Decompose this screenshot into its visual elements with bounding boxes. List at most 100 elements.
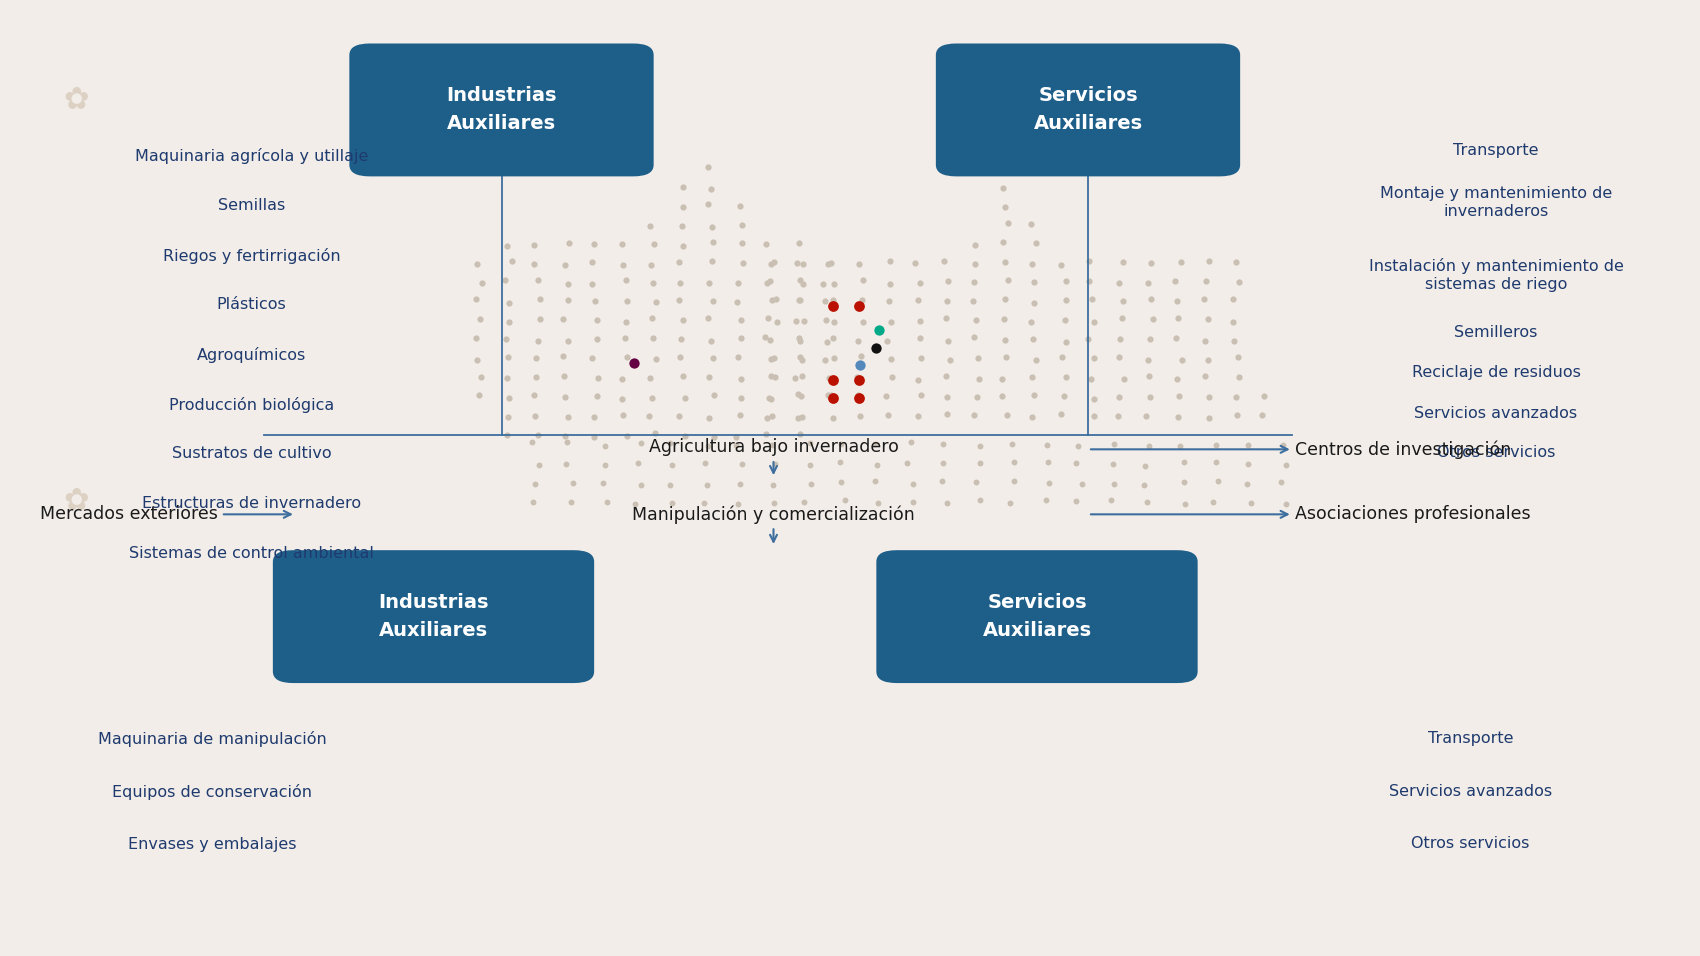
Point (1219, 292, 1246, 307)
Point (762, 292, 789, 307)
Point (785, 235, 813, 250)
Point (819, 298, 847, 314)
Point (1137, 255, 1164, 271)
Point (994, 215, 1022, 230)
Point (729, 235, 756, 250)
Point (787, 350, 814, 365)
Point (1052, 370, 1080, 385)
Point (784, 387, 811, 402)
Point (904, 408, 932, 424)
Point (722, 294, 750, 310)
Point (468, 370, 495, 385)
Text: Producción biológica: Producción biológica (168, 397, 335, 413)
Point (672, 428, 699, 444)
Point (493, 427, 520, 443)
Point (700, 293, 728, 308)
Point (493, 371, 520, 386)
Point (614, 293, 641, 309)
Point (522, 476, 549, 491)
Point (585, 370, 612, 385)
Point (728, 330, 755, 345)
Text: Industrias
Auxiliares: Industrias Auxiliares (377, 593, 490, 641)
Point (522, 351, 549, 366)
Point (666, 276, 694, 292)
Point (609, 391, 636, 406)
Point (643, 294, 670, 310)
Point (627, 435, 654, 450)
Point (552, 428, 580, 444)
Point (862, 340, 889, 356)
Point (728, 313, 755, 328)
Point (580, 236, 607, 251)
Point (728, 217, 755, 232)
Point (624, 455, 651, 470)
Point (520, 494, 547, 510)
Point (1108, 311, 1136, 326)
Point (1110, 371, 1137, 386)
Text: Plásticos: Plásticos (216, 297, 287, 313)
Text: Maquinaria agrícola y utillaje: Maquinaria agrícola y utillaje (134, 148, 369, 164)
Point (877, 276, 904, 292)
Point (551, 257, 578, 272)
Point (666, 350, 694, 365)
Point (1192, 334, 1219, 349)
Point (782, 370, 809, 385)
Text: Industrias
Auxiliares: Industrias Auxiliares (445, 86, 556, 134)
Point (843, 370, 870, 385)
Point (819, 373, 847, 388)
Point (1001, 455, 1028, 470)
Point (782, 314, 809, 329)
Point (639, 390, 666, 405)
Point (877, 352, 904, 367)
Point (756, 391, 784, 406)
Point (1170, 455, 1197, 470)
Point (636, 408, 663, 424)
Point (1081, 408, 1108, 424)
Point (729, 256, 756, 272)
Point (966, 492, 993, 508)
Point (1032, 492, 1059, 508)
Point (1202, 438, 1229, 453)
Point (627, 477, 654, 492)
Point (495, 295, 522, 311)
Point (845, 334, 872, 349)
Point (1052, 293, 1080, 308)
Point (1134, 495, 1161, 511)
Point (1068, 476, 1095, 491)
Point (524, 334, 551, 349)
Point (1062, 493, 1090, 509)
Point (612, 315, 639, 330)
Point (1272, 458, 1299, 473)
Point (756, 273, 784, 289)
Point (1238, 495, 1265, 511)
Point (468, 275, 495, 291)
Point (700, 235, 728, 250)
Point (828, 474, 855, 489)
Point (960, 293, 988, 309)
Point (1110, 254, 1137, 270)
Point (785, 272, 813, 288)
Point (1234, 437, 1261, 452)
Point (580, 429, 607, 445)
Point (989, 234, 1017, 250)
Point (578, 276, 605, 292)
Point (760, 255, 787, 271)
Text: Otros servicios: Otros servicios (1436, 445, 1556, 460)
Point (1107, 332, 1134, 347)
Point (1020, 332, 1047, 347)
Point (1080, 391, 1107, 406)
Point (962, 313, 989, 328)
Text: Equipos de conservación: Equipos de conservación (112, 784, 313, 800)
Text: Manipulación y comercialización: Manipulación y comercialización (632, 505, 915, 542)
Point (466, 312, 493, 327)
Point (1130, 458, 1158, 473)
Text: Servicios avanzados: Servicios avanzados (1414, 406, 1578, 422)
Point (865, 322, 893, 337)
Point (1134, 353, 1161, 368)
Text: Montaje y mantenimiento de
invernaderos: Montaje y mantenimiento de invernaderos (1380, 186, 1612, 219)
Point (583, 313, 610, 328)
Point (1062, 455, 1090, 470)
Point (1219, 315, 1246, 330)
Point (1164, 311, 1192, 326)
Point (728, 390, 755, 405)
